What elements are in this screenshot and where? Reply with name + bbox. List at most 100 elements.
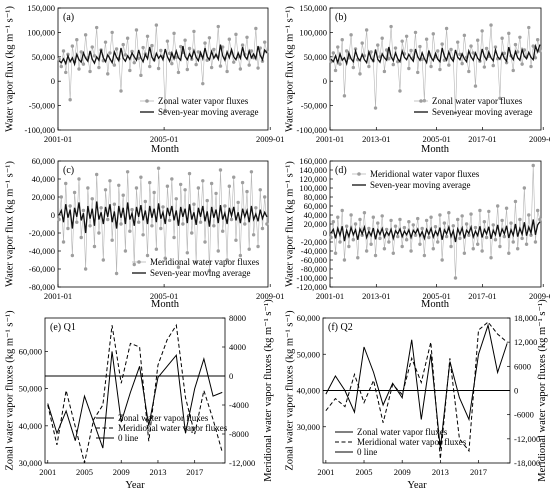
raw-data-point [223,204,227,208]
raw-data-point [333,251,338,255]
y-tick-label: 0 [51,76,55,86]
legend-marker-raw [137,260,141,264]
raw-data-point [70,44,75,48]
y-axis-label: Water vapor flux (kg m⁻¹ s⁻¹) [285,6,296,132]
raw-data-point [460,61,464,66]
raw-data-point [92,244,97,249]
y2-tick-label: 6000 [514,361,531,371]
raw-data-point [249,49,254,53]
raw-data-point [119,222,123,226]
x-axis-label: Month [421,299,450,310]
raw-data-point [469,212,473,216]
raw-data-point [165,39,170,43]
y-tick-label: -20,000 [29,228,55,238]
y2-tick-label: 8000 [229,313,246,323]
raw-data-point [170,177,174,181]
raw-data-point [460,214,464,218]
raw-data-point [507,31,511,36]
raw-data-point [187,171,192,176]
raw-data-point [94,25,99,30]
raw-data-point [504,206,509,210]
raw-data-point [360,41,364,45]
raw-data-point [467,233,471,237]
raw-data-point [493,238,498,242]
raw-data-point [136,220,141,224]
raw-data-point [220,229,225,233]
raw-data-point [382,247,387,251]
raw-data-point [420,226,424,231]
y-axis-label: Water vapor flux (kg m⁻¹ s⁻¹) [285,161,296,287]
raw-data-point [57,57,61,61]
raw-data-point [416,216,420,221]
raw-data-point [196,50,201,54]
raw-data-point [205,198,209,203]
raw-data-point [387,57,391,61]
raw-data-point [340,208,344,213]
raw-data-point [418,44,422,49]
raw-data-point [143,199,148,204]
raw-data-point [90,197,94,201]
y-tick-label: 50,000 [297,349,320,359]
raw-data-point [83,267,88,271]
y2-tick-label: -6000 [514,410,534,420]
y-tick-label: -60,000 [301,255,327,265]
y-tick-label: 100,000 [299,183,327,193]
raw-data-point [340,38,344,42]
x-tick-label: 2017-01 [468,291,496,301]
x-tick-label: 2009 [394,467,411,477]
raw-data-point [391,62,395,67]
raw-data-point [232,60,236,64]
y-tick-label: -60,000 [29,264,55,274]
raw-data-point [338,240,342,244]
chart-panel-2: -100,000 -50,000 0 50,000 100,000 150,000 2001… [285,3,550,155]
raw-data-point [469,44,473,48]
raw-data-point [535,208,540,213]
raw-data-point [57,217,61,222]
raw-data-point [364,249,369,253]
raw-data-point [234,32,238,37]
x-axis-label: Month [151,299,180,310]
raw-data-point [148,180,152,185]
raw-data-point [393,224,398,228]
raw-data-point [249,170,254,174]
raw-data-point [409,48,413,53]
raw-data-point [86,186,90,190]
raw-data-point [216,24,220,29]
x-tick-label: 2009-01 [256,134,284,144]
raw-data-point [442,58,447,62]
y-axis-label: Zonal water vapor fluxes (kg m⁻¹ s⁻¹) [285,310,296,471]
raw-data-point [520,62,524,66]
raw-data-point [458,236,462,241]
raw-data-point [176,265,181,269]
raw-data-point [240,43,245,47]
raw-data-point [333,68,338,73]
raw-data-point [478,208,482,213]
raw-data-point [128,68,132,73]
raw-data-point [159,226,163,231]
y-tick-label: 140,000 [299,165,327,175]
legend-label: Seven-year moving average [150,268,250,278]
raw-data-point [178,44,183,49]
x-tick-label: 2001 [39,467,56,477]
x-tick-label: 2001-01 [44,291,72,301]
x-tick-label: 2005-01 [150,134,178,144]
raw-data-point [110,238,114,242]
raw-data-point [502,234,507,239]
raw-data-point [75,220,79,224]
raw-data-point [260,226,265,231]
raw-data-point [356,256,360,260]
raw-data-point [329,235,333,240]
raw-data-point [384,227,389,232]
raw-data-point [527,213,531,217]
raw-data-point [187,46,192,51]
raw-data-point [88,224,92,228]
raw-data-point [203,240,207,244]
raw-data-point [123,249,128,253]
raw-data-point [369,50,373,54]
raw-data-point [518,217,522,222]
raw-data-point [205,58,209,62]
raw-data-point [436,240,440,244]
raw-data-point [489,256,493,260]
raw-data-point [174,55,178,59]
